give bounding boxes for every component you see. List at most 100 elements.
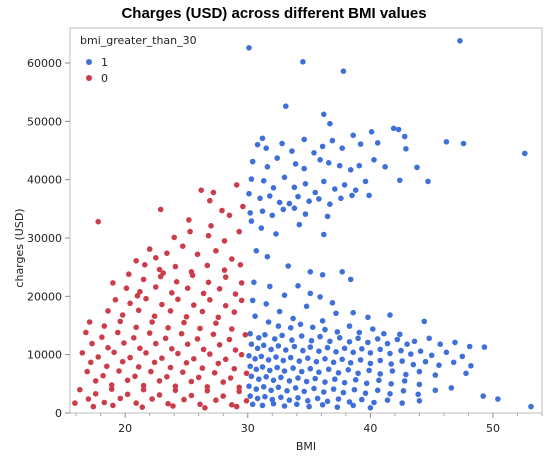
data-point-group-1 xyxy=(246,45,252,51)
data-point-group-1 xyxy=(416,381,423,388)
data-point-group-1 xyxy=(325,160,332,166)
data-point-group-0 xyxy=(200,346,207,353)
data-point-group-0 xyxy=(142,262,148,268)
data-point-group-0 xyxy=(202,405,208,411)
data-point-group-0 xyxy=(92,391,99,397)
data-point-group-1 xyxy=(253,386,260,392)
data-point-group-1 xyxy=(275,343,282,349)
data-point-group-1 xyxy=(302,211,309,217)
data-point-group-0 xyxy=(90,403,97,410)
data-point-group-0 xyxy=(229,402,235,408)
data-point-group-0 xyxy=(188,378,195,385)
data-point-group-1 xyxy=(260,178,267,184)
axes-layer: 0 10000 20000 30000 40000 50000 60000 20 30 40 50 xyxy=(27,57,543,435)
data-point-group-1 xyxy=(298,333,305,339)
data-point-group-1 xyxy=(341,182,348,188)
data-point-group-1 xyxy=(270,400,277,407)
data-point-group-1 xyxy=(346,339,353,345)
data-point-group-0 xyxy=(146,330,153,336)
data-point-group-0 xyxy=(181,396,187,403)
data-point-group-1 xyxy=(295,395,301,401)
data-point-group-1 xyxy=(428,352,435,359)
data-point-group-0 xyxy=(187,228,193,235)
data-point-group-0 xyxy=(222,302,229,309)
data-point-group-1 xyxy=(303,378,310,385)
data-point-group-1 xyxy=(416,398,423,404)
data-point-group-1 xyxy=(448,385,455,391)
data-point-group-1 xyxy=(253,366,260,373)
data-point-group-1 xyxy=(339,145,346,151)
data-point-group-0 xyxy=(195,374,202,381)
data-point-group-1 xyxy=(395,126,402,133)
data-point-group-1 xyxy=(280,357,287,364)
data-point-group-1 xyxy=(279,332,285,339)
data-point-group-0 xyxy=(171,234,177,241)
data-point-group-0 xyxy=(153,340,159,347)
data-point-group-1 xyxy=(450,359,457,366)
data-point-group-1 xyxy=(254,141,261,148)
data-point-group-0 xyxy=(204,388,211,394)
data-point-group-1 xyxy=(281,403,288,409)
data-point-group-1 xyxy=(324,344,331,351)
data-point-group-1 xyxy=(417,348,424,355)
data-point-group-0 xyxy=(219,207,225,214)
data-point-group-1 xyxy=(316,196,322,202)
data-point-group-1 xyxy=(305,355,311,362)
data-point-group-1 xyxy=(284,388,290,394)
data-point-group-1 xyxy=(259,208,266,214)
data-point-group-0 xyxy=(172,387,179,394)
data-point-group-1 xyxy=(322,379,328,385)
data-point-group-1 xyxy=(403,371,409,378)
data-point-group-0 xyxy=(111,349,117,356)
data-point-group-1 xyxy=(312,375,319,382)
legend-marker-1 xyxy=(86,59,92,65)
data-point-group-1 xyxy=(403,146,409,152)
data-point-group-1 xyxy=(281,174,288,181)
data-point-group-0 xyxy=(92,378,99,384)
chart-title: Charges (USD) across different BMI value… xyxy=(121,5,426,22)
data-point-group-1 xyxy=(254,345,261,352)
data-point-group-1 xyxy=(359,346,365,352)
data-point-group-1 xyxy=(291,205,298,211)
data-point-group-1 xyxy=(247,363,253,370)
data-point-group-1 xyxy=(321,178,327,185)
data-point-group-1 xyxy=(269,212,276,219)
data-point-group-1 xyxy=(350,349,357,356)
data-point-group-1 xyxy=(301,136,308,143)
data-point-group-0 xyxy=(181,319,187,326)
data-point-group-1 xyxy=(300,347,306,354)
data-point-group-0 xyxy=(175,296,181,303)
data-point-group-0 xyxy=(221,238,228,244)
data-point-group-1 xyxy=(404,341,410,348)
data-point-group-1 xyxy=(387,391,393,397)
data-point-group-1 xyxy=(466,343,473,350)
data-point-group-0 xyxy=(131,335,137,341)
data-point-group-1 xyxy=(276,199,283,206)
data-point-group-1 xyxy=(252,313,258,320)
data-point-group-1 xyxy=(302,181,309,187)
data-point-group-1 xyxy=(264,253,271,260)
data-point-group-0 xyxy=(110,402,116,409)
data-point-group-1 xyxy=(366,367,372,374)
data-point-group-1 xyxy=(292,385,299,391)
data-point-group-1 xyxy=(313,358,320,365)
plot-frame xyxy=(69,27,543,414)
data-point-group-1 xyxy=(311,385,317,392)
data-point-group-1 xyxy=(262,332,268,338)
data-point-group-0 xyxy=(233,182,240,188)
data-point-group-1 xyxy=(365,314,371,321)
data-point-group-1 xyxy=(316,348,322,355)
data-point-group-0 xyxy=(124,391,131,398)
data-point-group-1 xyxy=(367,350,374,356)
data-point-group-1 xyxy=(247,393,253,399)
legend-label-1: 1 xyxy=(101,56,108,69)
data-point-group-0 xyxy=(194,251,201,258)
data-point-group-1 xyxy=(325,366,332,373)
data-point-group-0 xyxy=(119,312,126,318)
data-point-group-1 xyxy=(421,318,428,325)
data-point-group-0 xyxy=(108,382,115,388)
data-point-group-1 xyxy=(265,319,272,325)
data-point-group-0 xyxy=(133,400,139,406)
data-point-group-0 xyxy=(117,318,124,325)
